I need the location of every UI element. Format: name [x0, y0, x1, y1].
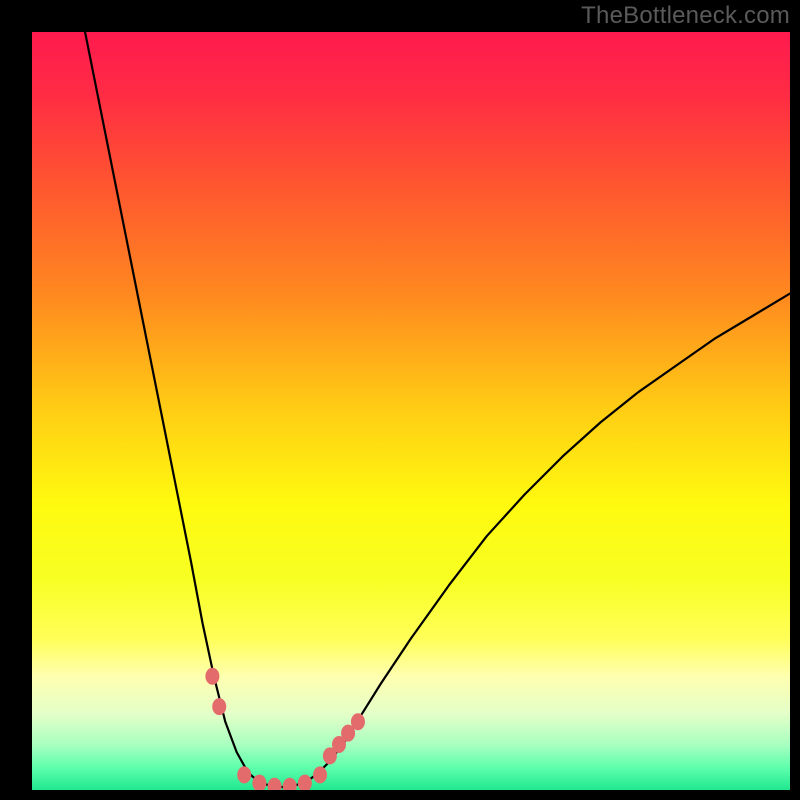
- curve-marker: [205, 668, 219, 685]
- curve-marker: [237, 766, 251, 783]
- watermark-text: TheBottleneck.com: [581, 2, 790, 30]
- chart-svg: [32, 32, 790, 790]
- curve-marker: [313, 766, 327, 783]
- chart-background: [32, 32, 790, 790]
- curve-marker: [351, 713, 365, 730]
- chart-plot-area: [32, 32, 790, 790]
- curve-marker: [212, 698, 226, 715]
